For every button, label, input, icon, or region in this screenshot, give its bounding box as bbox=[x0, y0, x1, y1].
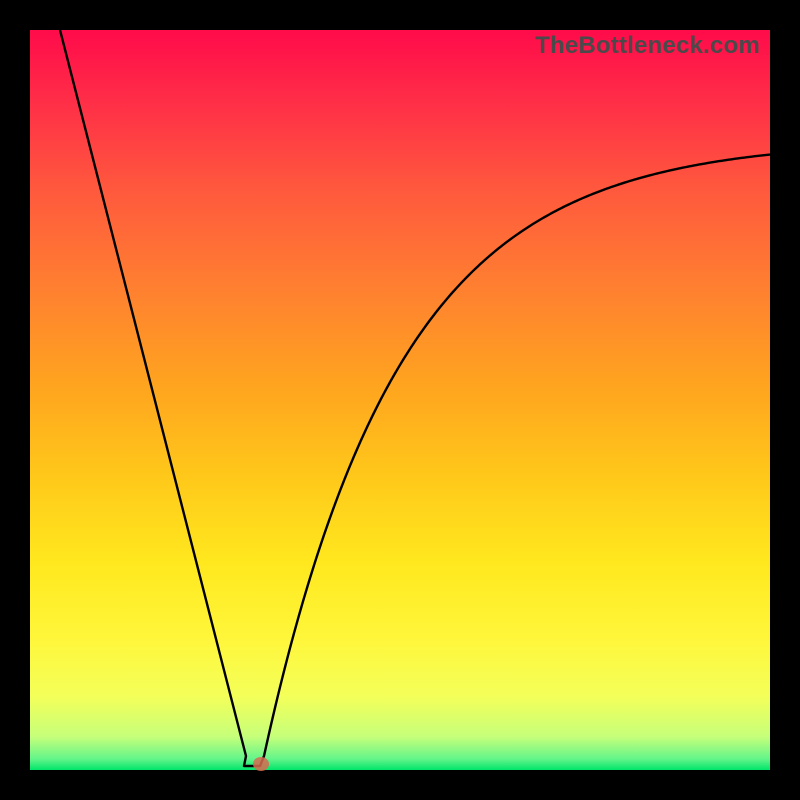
plot-svg bbox=[30, 30, 770, 770]
chart-frame: TheBottleneck.com bbox=[0, 0, 800, 800]
gradient-background bbox=[30, 30, 770, 770]
watermark-text: TheBottleneck.com bbox=[535, 32, 760, 60]
plot-area: TheBottleneck.com bbox=[30, 30, 770, 770]
min-marker-dot bbox=[253, 757, 269, 771]
